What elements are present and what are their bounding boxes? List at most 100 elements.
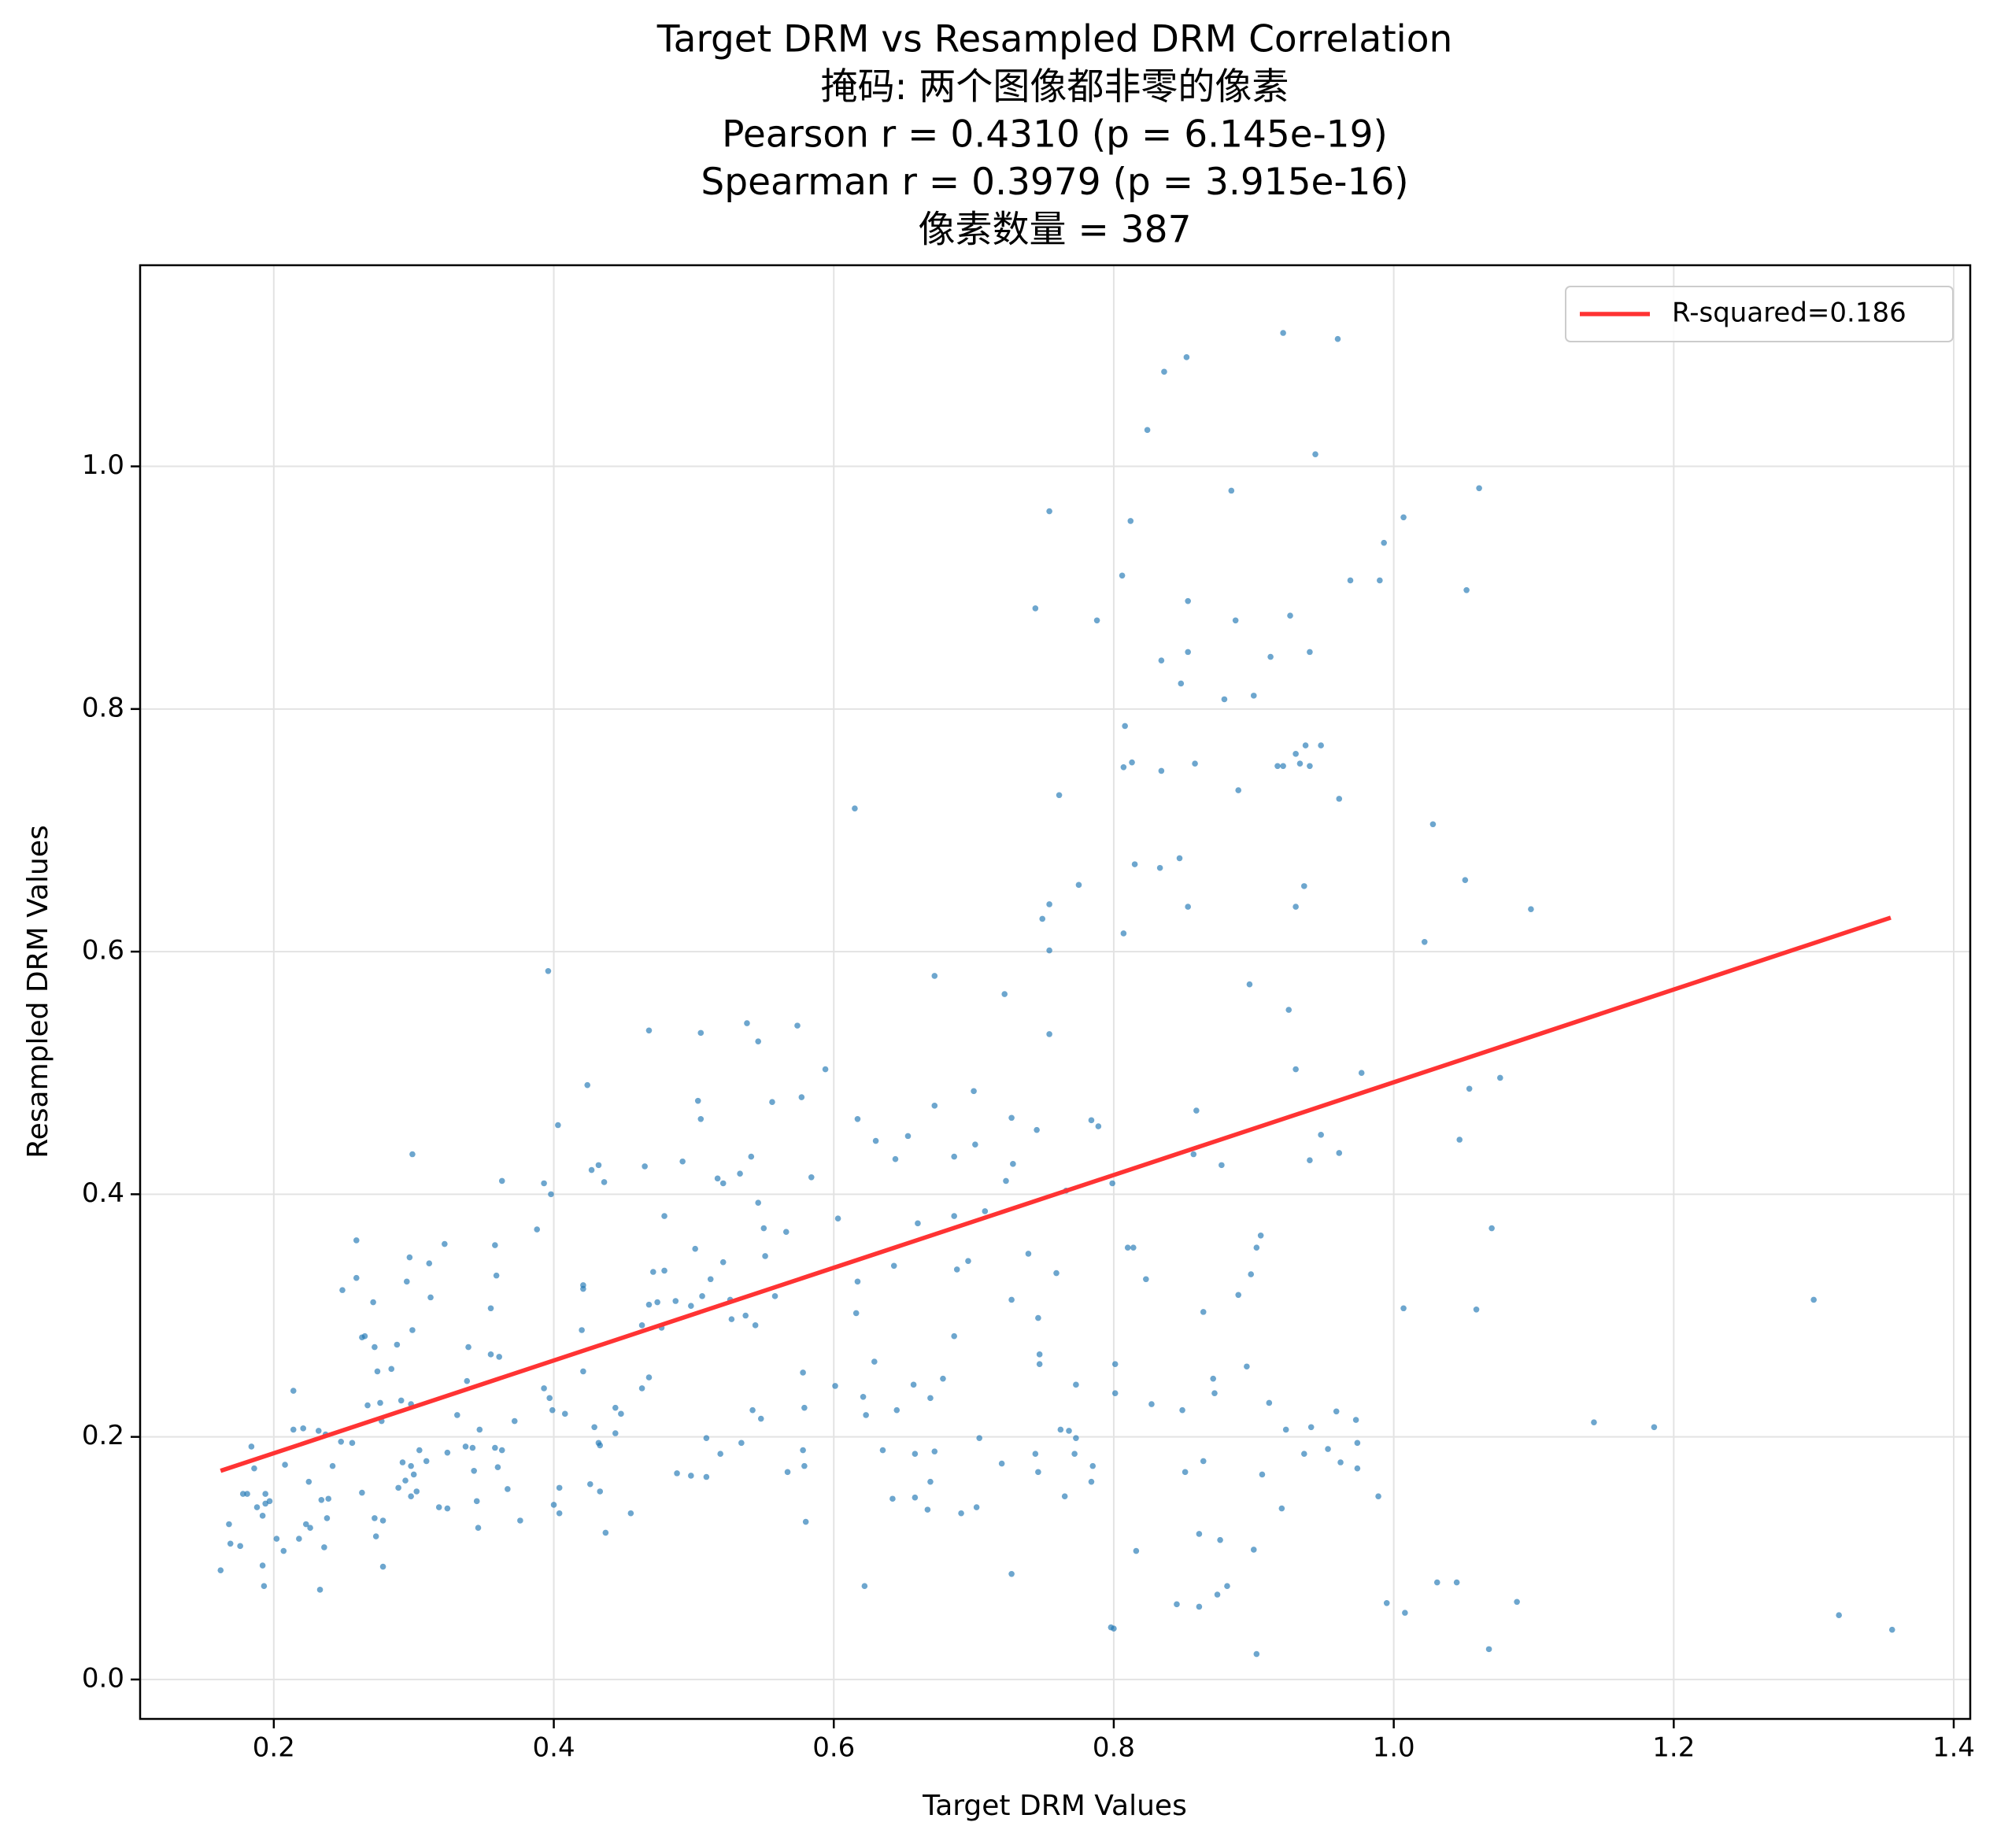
scatter-point <box>423 1458 430 1465</box>
scatter-point <box>1200 1309 1207 1315</box>
scatter-point <box>548 1191 554 1198</box>
scatter-point <box>1375 1493 1381 1499</box>
scatter-point <box>714 1175 721 1182</box>
scatter-point <box>402 1477 409 1484</box>
scatter-point <box>1354 1465 1361 1472</box>
scatter-point <box>1235 1292 1242 1299</box>
scatter-point <box>1352 1417 1359 1423</box>
scatter-point <box>1278 1505 1285 1512</box>
chart-title: Spearman r = 0.3979 (p = 3.915e-16) <box>701 161 1408 204</box>
scatter-point <box>282 1462 288 1468</box>
scatter-point <box>338 1439 345 1445</box>
scatter-point <box>1211 1390 1218 1396</box>
scatter-point <box>1129 759 1135 766</box>
scatter-point <box>1032 1451 1039 1458</box>
scatter-point <box>1010 1161 1016 1167</box>
scatter-point <box>1591 1419 1597 1425</box>
scatter-point <box>372 1533 379 1539</box>
axes: 0.2 0.4 0.6 0.8 1.0 1.2 1.4 0.0 0.2 0.4 0.6 0.8 1.0 <box>82 449 1975 1763</box>
scatter-point <box>498 1447 505 1454</box>
scatter-point <box>349 1440 356 1447</box>
scatter-point <box>1358 1070 1365 1077</box>
scatter-point <box>408 1462 414 1469</box>
scatter-point <box>409 1327 416 1333</box>
scatter-point <box>379 1563 386 1570</box>
scatter-point <box>860 1393 867 1400</box>
y-tick-label: 0.8 <box>82 692 124 723</box>
scatter-point <box>1061 1493 1068 1499</box>
scatter-point <box>951 1213 957 1219</box>
scatter-point <box>1400 514 1407 521</box>
scatter-point <box>1001 991 1008 997</box>
scatter-point <box>927 1395 934 1402</box>
x-tick-label: 0.6 <box>812 1732 855 1764</box>
scatter-point <box>1325 1446 1331 1452</box>
scatter-point <box>697 1116 704 1122</box>
chart-title: 掩码: 两个图像都非零的像素 <box>821 65 1289 109</box>
scatter-point <box>1057 1426 1064 1433</box>
scatter-point <box>661 1267 668 1274</box>
y-axis-label: Resampled DRM Values <box>22 825 54 1159</box>
scatter-point <box>253 1504 261 1510</box>
scatter-point <box>465 1343 472 1351</box>
scatter-point <box>1336 1150 1343 1156</box>
scatter-point <box>556 1510 563 1517</box>
scatter-point <box>1036 1361 1043 1367</box>
legend-label: R-squared=0.186 <box>1672 298 1906 329</box>
scatter-point <box>1174 1601 1180 1608</box>
scatter-point <box>1185 649 1191 656</box>
scatter-point <box>1651 1424 1658 1431</box>
scatter-point <box>1337 1459 1344 1465</box>
scatter-point <box>1248 1271 1255 1277</box>
scatter-point <box>972 1141 978 1148</box>
scatter-point <box>315 1428 322 1434</box>
scatter-point <box>1143 1276 1149 1283</box>
scatter-point <box>1466 1085 1473 1092</box>
scatter-point <box>953 1266 960 1273</box>
x-tick-label: 0.4 <box>533 1732 575 1764</box>
scatter-point <box>1266 1399 1273 1406</box>
scatter-point <box>707 1276 714 1283</box>
scatter-point <box>226 1521 232 1528</box>
scatter-point <box>872 1137 879 1144</box>
scatter-point <box>498 1177 505 1185</box>
plot-frame <box>139 264 1972 1720</box>
scatter-point <box>638 1322 645 1329</box>
scatter-point <box>1224 1583 1230 1590</box>
scatter-point <box>645 1374 653 1380</box>
scatter-point <box>1075 881 1082 889</box>
scatter-point <box>556 1484 563 1491</box>
scatter-point <box>1285 1007 1293 1013</box>
scatter-point <box>492 1242 498 1248</box>
scatter-point <box>694 1097 701 1104</box>
scatter-point <box>379 1517 386 1524</box>
scatter-point <box>359 1334 365 1341</box>
scatter-point <box>505 1486 511 1492</box>
chart-title: 像素数量 = 387 <box>919 209 1192 252</box>
scatter-point <box>762 1253 768 1259</box>
scatter-point <box>1232 617 1239 624</box>
scatter-point <box>1334 335 1341 342</box>
scatter-point <box>771 1293 778 1299</box>
scatter-point <box>650 1269 656 1275</box>
scatter-point <box>1111 1361 1119 1367</box>
scatter-point <box>971 1088 977 1095</box>
scatter-point <box>1192 760 1198 767</box>
scatter-point <box>1093 617 1100 624</box>
scatter-point <box>1318 1132 1324 1138</box>
scatter-point <box>1120 930 1127 937</box>
scatter-point <box>1176 855 1183 862</box>
scatter-point <box>1073 1381 1079 1388</box>
scatter-point <box>601 1179 608 1185</box>
scatter-point <box>784 1469 791 1476</box>
scatter-point <box>1088 1117 1095 1124</box>
scatter-point <box>618 1410 624 1417</box>
scatter-point <box>800 1447 806 1454</box>
scatter-point <box>1190 1151 1197 1158</box>
scatter-point <box>325 1495 332 1502</box>
scatter-point <box>1257 1232 1264 1239</box>
scatter-point <box>798 1094 805 1100</box>
scatter-point <box>492 1444 498 1451</box>
scatter-point <box>717 1451 723 1458</box>
